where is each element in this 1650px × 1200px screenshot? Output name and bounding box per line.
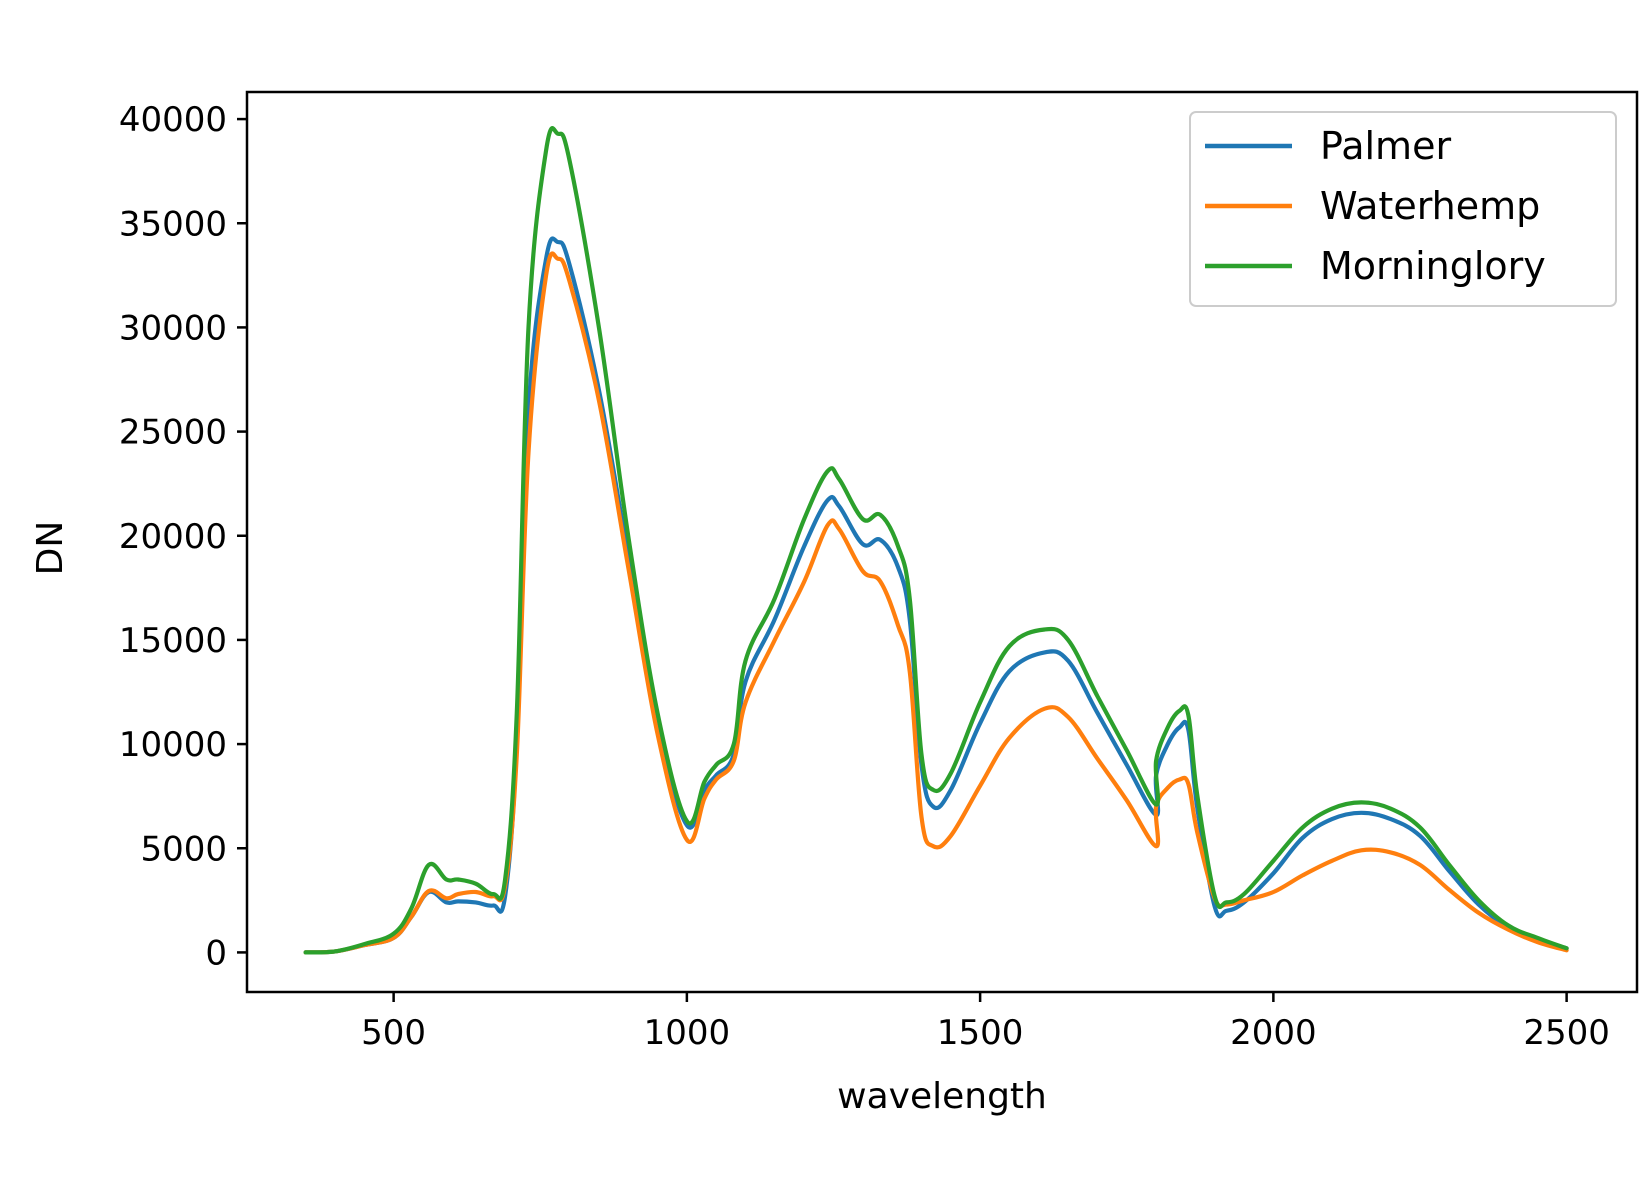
y-tick-label: 25000 (119, 413, 227, 453)
y-tick-label: 20000 (119, 517, 227, 557)
legend-label-morninglory: Morninglory (1320, 244, 1546, 288)
x-tick-label: 1500 (937, 1013, 1024, 1053)
x-axis-ticks: 500 1000 1500 2000 2500 (361, 992, 1610, 1053)
plot-area-frame (245, 90, 1639, 994)
series-layer (303, 126, 1569, 955)
legend: Palmer Waterhemp Morninglory (1189, 111, 1617, 307)
legend-label-waterhemp: Waterhemp (1320, 184, 1540, 228)
legend-label-palmer: Palmer (1320, 124, 1451, 168)
x-axis-label: wavelength (837, 1076, 1047, 1117)
legend-items: Palmer Waterhemp Morninglory (1205, 124, 1546, 288)
y-tick-label: 35000 (119, 204, 227, 244)
y-tick-label: 5000 (140, 829, 227, 869)
y-tick-label: 0 (205, 933, 227, 973)
y-axis-label: DN (30, 521, 71, 576)
x-tick-label: 2500 (1523, 1013, 1610, 1053)
y-tick-label: 40000 (119, 100, 227, 140)
x-tick-label: 2000 (1230, 1013, 1317, 1053)
y-tick-label: 30000 (119, 308, 227, 348)
x-tick-label: 500 (361, 1013, 426, 1053)
y-tick-label: 10000 (119, 725, 227, 765)
y-axis-ticks: 0 5000 10000 15000 20000 25000 30000 35000 40000 (119, 100, 247, 973)
legend-box (1189, 111, 1617, 307)
x-tick-label: 1000 (644, 1013, 731, 1053)
y-tick-label: 15000 (119, 621, 227, 661)
series-line-morninglory (303, 126, 1569, 955)
